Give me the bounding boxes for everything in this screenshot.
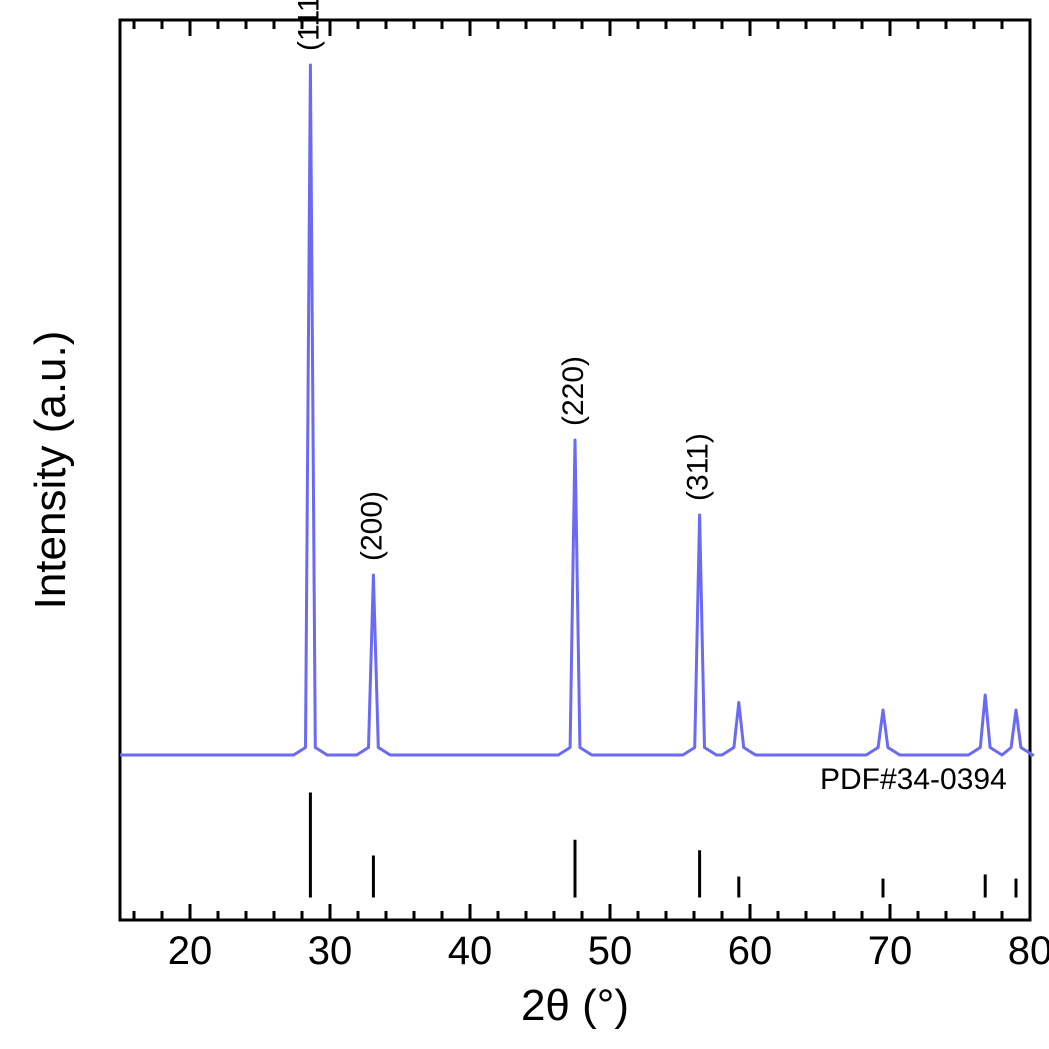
reference-sticks xyxy=(310,793,1016,898)
x-tick-label: 50 xyxy=(588,929,633,973)
peak-label: (111) xyxy=(292,0,325,51)
x-axis-ticks: 20 30 40 50 60 70 80 xyxy=(134,20,1049,973)
peak-label: (220) xyxy=(557,356,590,426)
x-tick-label: 40 xyxy=(448,929,493,973)
x-tick-label: 20 xyxy=(168,929,213,973)
x-tick-label: 70 xyxy=(868,929,913,973)
y-axis-label: Intensity (a.u.) xyxy=(26,331,75,610)
peak-label: (200) xyxy=(355,491,388,561)
reference-label: PDF#34-0394 xyxy=(820,763,1007,796)
x-axis-label: 2θ (°) xyxy=(521,981,629,1030)
peak-labels: (111) (200) (220) (311) xyxy=(292,0,714,561)
x-tick-label: 60 xyxy=(728,929,773,973)
xrd-chart: 20 30 40 50 60 70 80 Intensity (a.u.) 2θ (°) (… xyxy=(0,0,1049,1049)
x-tick-label: 30 xyxy=(308,929,353,973)
x-tick-label: 80 xyxy=(1008,929,1049,973)
peak-label: (311) xyxy=(682,433,715,501)
